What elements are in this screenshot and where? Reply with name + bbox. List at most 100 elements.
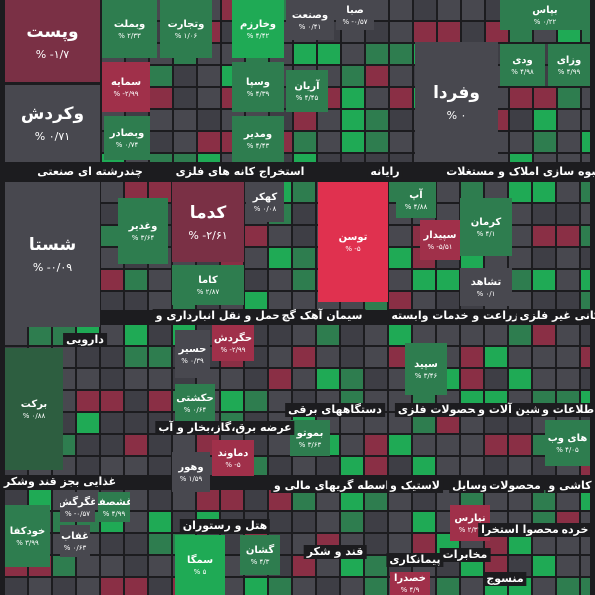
stock-change: ۲/۳۳ % (458, 525, 482, 534)
filler-tile (557, 226, 579, 246)
filler-tile (581, 292, 590, 310)
stock-change: ۳/۹۹ % (16, 538, 39, 547)
stock-tile: آریان ۴/۴۵ % (286, 70, 328, 112)
stock-tile: سپیدار ۵/۵۱- % (420, 220, 460, 260)
filler-tile (413, 435, 435, 455)
sector-label: وسایل (449, 479, 491, 493)
filler-tile (390, 22, 412, 42)
filler-tile (461, 435, 483, 455)
filler-tile (125, 325, 147, 345)
stock-name: شستا (28, 235, 77, 255)
filler-tile (101, 391, 123, 411)
filler-tile (557, 292, 579, 310)
stock-name: وخارزم (239, 18, 277, 30)
filler-tile (77, 578, 99, 595)
filler-tile (389, 534, 411, 554)
filler-tile (462, 22, 484, 42)
sector-label: دستگاههای برقی (285, 403, 385, 417)
stock-change: ۴/۹۸ % (511, 67, 534, 76)
filler-tile (341, 512, 363, 532)
filler-tile (413, 490, 435, 510)
sector-label: عرضه برق،گاز،بخار و آب (155, 421, 295, 435)
filler-tile (558, 88, 580, 108)
stock-change: ۰/۴۱ % (298, 22, 322, 31)
stock-name: بموتو (296, 427, 324, 439)
filler-tile (174, 66, 196, 86)
stock-change: ۰/۱ % (476, 289, 496, 298)
stock-change: ۲/۹۹- % (113, 89, 139, 98)
stock-change: ۴/۴۳ % (246, 141, 270, 150)
filler-tile (150, 132, 172, 152)
filler-tile (533, 270, 555, 290)
filler-tile (390, 44, 412, 64)
filler-tile (149, 512, 171, 532)
filler-tile (293, 204, 315, 224)
filler-tile (581, 490, 590, 510)
filler-tile (366, 154, 388, 162)
filler-tile (509, 270, 531, 290)
filler-tile (101, 556, 123, 576)
filler-tile (293, 270, 315, 290)
filler-tile (125, 182, 147, 202)
filler-tile (125, 556, 147, 576)
filler-tile (342, 88, 364, 108)
filler-tile (149, 457, 171, 475)
filler-tile (221, 490, 243, 510)
sector-label: هتل و رستوران (179, 519, 271, 533)
filler-tile (581, 369, 590, 389)
stock-tile: شستا ۰/۰۹- % (5, 182, 100, 327)
filler-tile (269, 226, 291, 246)
stock-tile: وهور ۱/۵۹ % (172, 452, 210, 492)
stock-change: ۴/۸۸ % (404, 202, 428, 211)
filler-tile (101, 534, 123, 554)
filler-tile (462, 0, 484, 20)
filler-tile (557, 556, 579, 576)
stock-tile: وفردا ۰ % (415, 42, 498, 162)
filler-tile (557, 490, 579, 510)
stock-name: وصنعت (291, 9, 329, 21)
sector-label: رایانه (367, 165, 403, 179)
filler-tile (293, 347, 315, 367)
filler-tile (533, 204, 555, 224)
filler-tile (390, 110, 412, 130)
filler-tile (101, 578, 123, 595)
filler-tile (581, 457, 590, 475)
filler-tile (437, 413, 459, 433)
filler-tile (581, 204, 590, 224)
filler-tile (293, 325, 315, 345)
filler-tile (269, 270, 291, 290)
filler-tile (149, 182, 171, 202)
filler-tile (509, 204, 531, 224)
stock-change: ۲/۳۳ % (118, 31, 141, 40)
sector-label: لاستیک و (387, 479, 443, 493)
filler-tile (317, 325, 339, 345)
filler-tile (245, 292, 267, 310)
stock-tile: کرمان ۴/۱ % (460, 198, 512, 256)
stock-tile: دماوند ۵- % (212, 440, 254, 476)
filler-tile (581, 270, 590, 290)
filler-tile (485, 534, 507, 554)
filler-tile (342, 110, 364, 130)
filler-tile (438, 22, 460, 42)
filler-tile (365, 512, 387, 532)
filler-tile (341, 490, 363, 510)
filler-tile (461, 182, 483, 202)
filler-tile (341, 578, 363, 595)
filler-tile (101, 292, 123, 310)
filler-tile (317, 512, 339, 532)
filler-tile (437, 270, 459, 290)
filler-tile (390, 154, 412, 162)
filler-tile (509, 226, 531, 246)
filler-tile (389, 270, 411, 290)
stock-name: برکت (20, 398, 48, 410)
stock-name: وکردش (20, 104, 85, 124)
filler-tile (149, 490, 171, 510)
sector-label: حمل و نقل انبارداری و (152, 309, 284, 323)
stock-name: غشصفا (98, 496, 130, 508)
filler-tile (485, 457, 507, 475)
stock-tile: تشاهد ۰/۱ % (460, 268, 512, 306)
filler-tile (125, 270, 147, 290)
filler-tile (390, 132, 412, 152)
sector-label: انبوه سازی املاک و مستغلات (443, 165, 595, 179)
